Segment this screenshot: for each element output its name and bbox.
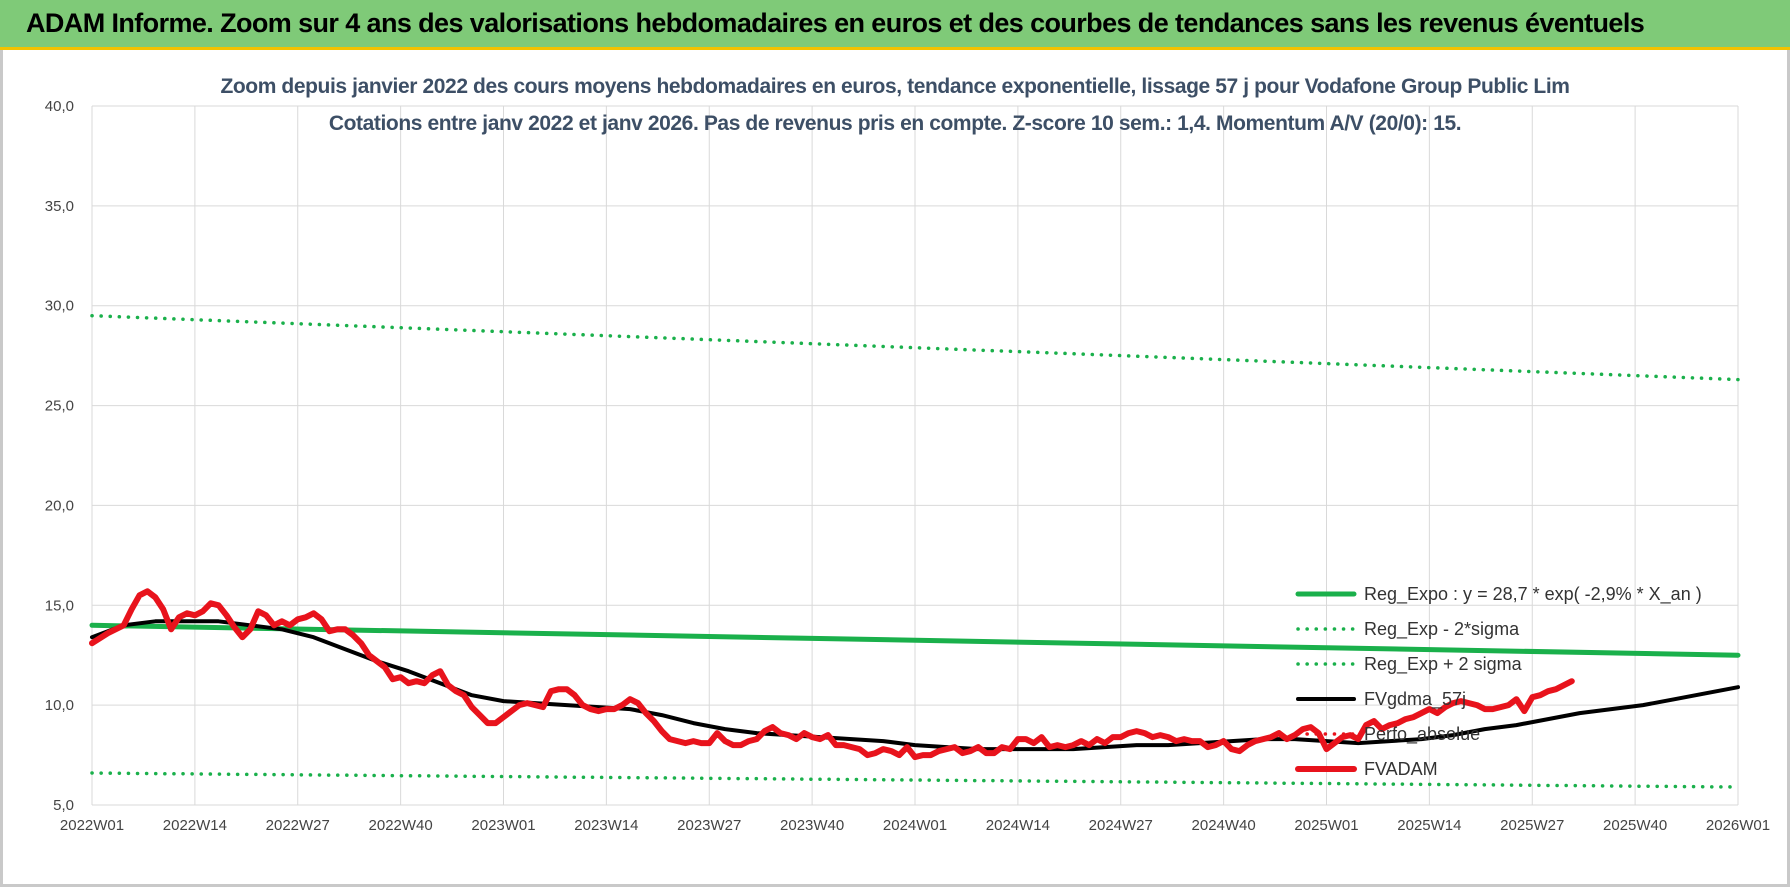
x-tick-label: 2022W01 <box>60 817 124 834</box>
x-tick-label: 2025W27 <box>1500 817 1564 834</box>
legend-label-2: Reg_Exp + 2 sigma <box>1364 654 1523 675</box>
series-line-1 <box>90 771 1740 789</box>
y-tick-label: 25,0 <box>45 398 74 415</box>
legend-label-5: FVADAM <box>1364 759 1438 779</box>
y-tick-label: 15,0 <box>45 597 74 614</box>
chart-frame <box>0 50 1790 887</box>
header-banner: ADAM Informe. Zoom sur 4 ans des valoris… <box>0 0 1790 50</box>
series-line-5 <box>89 588 1575 761</box>
x-tick-label: 2023W14 <box>574 817 638 834</box>
series-layer <box>89 313 1741 789</box>
x-tick-label: 2022W14 <box>163 817 227 834</box>
y-tick-label: 40,0 <box>45 98 74 115</box>
x-tick-label: 2024W01 <box>883 817 947 834</box>
series-line-0 <box>89 622 1741 658</box>
x-tick-label: 2025W40 <box>1603 817 1667 834</box>
x-tick-label: 2023W27 <box>677 817 741 834</box>
grid <box>91 105 1739 806</box>
x-tick-label: 2023W01 <box>471 817 535 834</box>
chart-subtitle: Cotations entre janv 2022 et janv 2026. … <box>329 112 1461 135</box>
series-line-3 <box>90 619 1740 752</box>
legend-label-1: Reg_Exp - 2*sigma <box>1364 619 1520 640</box>
legend-label-4: Perfo_absolue <box>1364 724 1480 745</box>
banner-title: ADAM Informe. Zoom sur 4 ans des valoris… <box>26 8 1645 38</box>
y-tick-label: 10,0 <box>45 697 74 714</box>
y-tick-label: 30,0 <box>45 298 74 315</box>
x-tick-label: 2023W40 <box>780 817 844 834</box>
chart-title: Zoom depuis janvier 2022 des cours moyen… <box>220 75 1569 98</box>
y-tick-label: 35,0 <box>45 198 74 215</box>
x-tick-label: 2024W27 <box>1089 817 1153 834</box>
x-tick-label: 2022W40 <box>369 817 433 834</box>
x-tick-label: 2025W14 <box>1397 817 1461 834</box>
y-tick-label: 20,0 <box>45 497 74 514</box>
legend-label-0: Reg_Expo : y = 28,7 * exp( -2,9% * X_an … <box>1364 584 1702 605</box>
legend-label-3: FVgdma_57j <box>1364 689 1466 710</box>
legend: Reg_Expo : y = 28,7 * exp( -2,9% * X_an … <box>1295 584 1702 779</box>
x-tick-label: 2025W01 <box>1294 817 1358 834</box>
y-tick-label: 5,0 <box>53 797 74 814</box>
series-line-2 <box>90 313 1740 382</box>
x-tick-label: 2024W14 <box>986 817 1050 834</box>
x-tick-label: 2026W01 <box>1706 817 1770 834</box>
x-tick-label: 2024W40 <box>1192 817 1256 834</box>
x-tick-label: 2022W27 <box>266 817 330 834</box>
axis-labels: 5,0 10,0 15,0 20,0 25,0 30,0 35,0 40,0 2022W01 20… <box>45 98 1770 834</box>
